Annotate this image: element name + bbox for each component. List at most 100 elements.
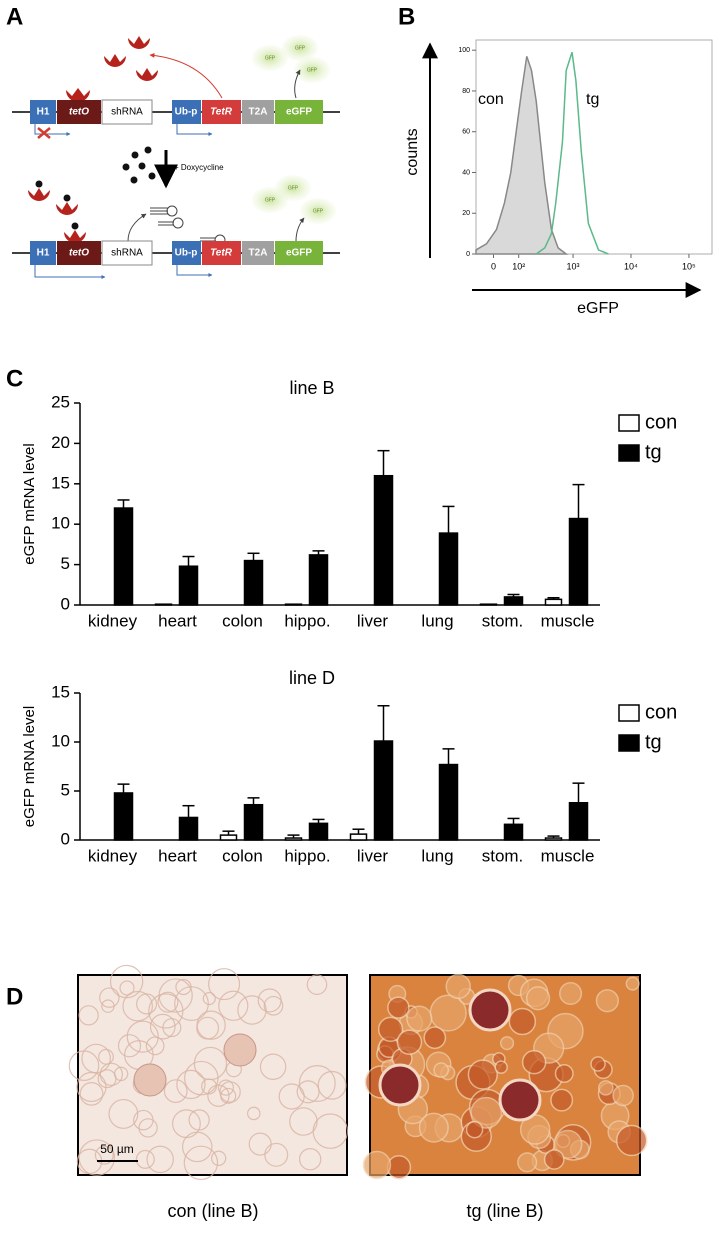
tissue-cell — [99, 1062, 123, 1086]
tissue-cell — [615, 1124, 648, 1157]
tissue-cell — [237, 995, 267, 1025]
tissue-cell — [76, 1071, 107, 1103]
bar — [219, 834, 238, 841]
x-tick-label: muscle — [541, 846, 595, 865]
tissue-cell — [207, 1084, 230, 1107]
glomerulus — [468, 988, 512, 1032]
tissue-cell — [598, 1080, 614, 1096]
gene-label: H1 — [37, 248, 50, 259]
tissue-cell — [298, 1148, 322, 1171]
bar — [544, 837, 563, 841]
gene-label: H1 — [37, 107, 50, 118]
x-tick-label: 0 — [491, 261, 496, 271]
gene-label: TetR — [210, 107, 233, 118]
x-tick-label: 10² — [512, 261, 525, 271]
y-tick-label: 10 — [51, 514, 70, 533]
tissue-cell — [188, 1109, 210, 1131]
tissue-cell — [135, 1149, 155, 1169]
construct-top: GFP GFP GFP H1 tetO shRNA Ub-p TetR T2A … — [12, 35, 340, 139]
legend-label: tg — [645, 731, 662, 753]
bar — [178, 565, 199, 606]
tissue-cell — [145, 1036, 165, 1056]
tissue-cell — [298, 1064, 336, 1102]
caption: tg (line B) — [466, 1201, 543, 1221]
bar — [349, 833, 368, 841]
bar — [243, 803, 264, 841]
x-tick-label: kidney — [88, 611, 138, 630]
gene-label: Ub-p — [175, 248, 198, 259]
tissue-cell — [247, 1106, 261, 1121]
y-tick-label: 0 — [61, 594, 70, 613]
panel-label: A — [6, 3, 23, 30]
tissue-cell — [465, 1120, 484, 1139]
y-axis-label: eGFP mRNA level — [21, 706, 38, 827]
x-tick-label: liver — [357, 611, 389, 630]
tissue-cell — [196, 1016, 220, 1040]
gene-label: eGFP — [286, 248, 312, 259]
tissue-cell — [521, 1049, 547, 1075]
tissue-cell — [553, 1129, 583, 1159]
tissue-cell — [612, 1084, 634, 1107]
y-tick-label: 15 — [51, 682, 70, 701]
tissue-cell — [78, 1139, 116, 1176]
panel-label: B — [398, 3, 415, 30]
scale-bar-label: 50 µm — [100, 1142, 134, 1156]
bar — [308, 822, 329, 841]
tissue-cell — [248, 1132, 272, 1156]
bar — [243, 559, 264, 606]
x-tick-label: lung — [421, 611, 453, 630]
y-tick-label: 0 — [61, 829, 70, 848]
tissue-cell — [317, 1070, 347, 1100]
tissue-cell — [78, 1005, 99, 1026]
legend-label: tg — [645, 441, 662, 463]
x-tick-label: liver — [357, 846, 389, 865]
x-tick-label: 10⁵ — [682, 261, 696, 271]
glomerulus — [223, 1033, 257, 1067]
histogram-line — [535, 52, 609, 255]
tissue-cell — [94, 1145, 114, 1165]
tissue-cell — [149, 1013, 176, 1040]
tissue-cell — [396, 1029, 423, 1055]
tissue-cell — [445, 973, 471, 1000]
caption: con (line B) — [167, 1201, 258, 1221]
tissue-cell — [257, 988, 282, 1013]
tissue-cell — [122, 990, 153, 1022]
tissue-cell — [220, 1087, 237, 1104]
y-tick-label: 60 — [462, 129, 470, 136]
y-tick-label: 80 — [462, 88, 470, 95]
tissue-cell — [181, 1131, 213, 1163]
y-axis-label: counts — [404, 128, 421, 175]
bar — [284, 837, 303, 841]
tissue-cell — [108, 1098, 139, 1129]
tissue-cell — [418, 1112, 449, 1143]
tissue-cell — [97, 1069, 117, 1089]
tissue-cell — [595, 989, 619, 1013]
construct-bottom: GFP GFP GFP H1 tetO shRNA Ub-p TetR T2A … — [12, 175, 340, 279]
x-tick-label: stom. — [482, 846, 524, 865]
tissue-cell — [263, 995, 284, 1016]
gene-label: T2A — [249, 107, 268, 118]
gfp-label: GFP — [265, 55, 276, 61]
y-tick-label: 5 — [61, 780, 70, 799]
x-tick-label: stom. — [482, 611, 524, 630]
tissue-cell — [126, 1020, 159, 1053]
bar — [438, 763, 459, 841]
gene-label: tetO — [69, 107, 89, 118]
gene-label: TetR — [210, 248, 233, 259]
tissue-cell — [467, 1059, 499, 1090]
bar — [373, 474, 394, 606]
legend-swatch — [618, 444, 640, 462]
gfp-label: GFP — [307, 67, 318, 73]
tissue-cell — [559, 982, 583, 1006]
bar — [503, 596, 524, 606]
gene-label: shRNA — [111, 248, 143, 259]
y-tick-label: 0 — [466, 251, 470, 258]
glomerulus — [498, 1078, 542, 1122]
bar — [154, 603, 173, 606]
x-axis-label: eGFP — [577, 300, 619, 317]
y-axis-label: eGFP mRNA level — [21, 443, 38, 564]
legend-swatch — [618, 414, 640, 432]
bar — [113, 792, 134, 841]
tissue-cell — [208, 968, 241, 1001]
